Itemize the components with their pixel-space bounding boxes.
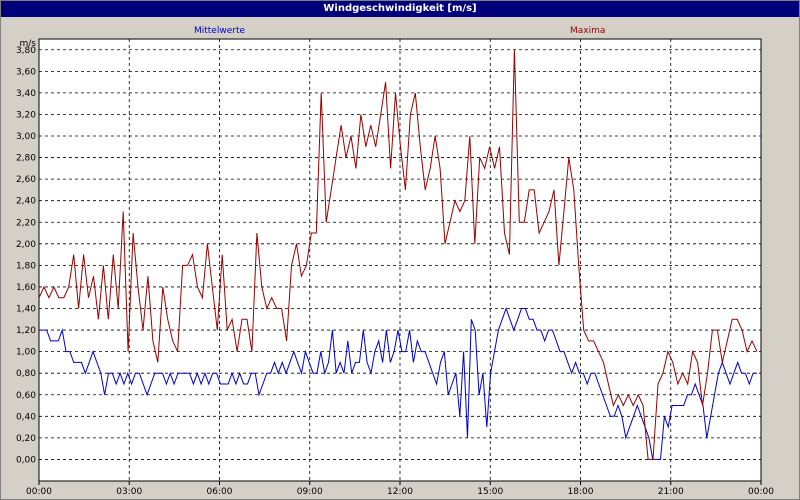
y-tick-label: 1,40 [16,305,36,315]
series-legend-label: Mittelwerte [194,26,245,36]
x-tick-time: 21:00 [658,487,684,497]
y-tick-label: 2,60 [16,175,36,185]
y-tick-label: 0,00 [16,455,36,465]
y-tick-label: 1,20 [16,326,36,336]
y-tick-label: 3,80 [16,46,36,56]
wind-speed-chart: 0,00 0,20 0,40 0,60 0,80 1,00 1,20 1,40 1,60 1,80… [16,26,774,497]
y-tick-label: 2,80 [16,154,36,164]
series-line-maxima [38,49,758,460]
x-tick-time: 00:00 [748,487,774,497]
x-tick-time: 15:00 [477,487,503,497]
y-tick-label: 0,80 [16,369,36,379]
y-tick-label: 1,00 [16,348,36,358]
y-tick-label: 0,60 [16,391,36,401]
x-tick-time: 00:00 [26,487,52,497]
y-tick-label: 2,00 [16,240,36,250]
y-tick-label: 1,80 [16,261,36,271]
y-tick-label: 2,20 [16,218,36,228]
x-tick-time: 09:00 [297,487,323,497]
x-tick-time: 18:00 [568,487,594,497]
x-tick-time: 06:00 [207,487,233,497]
x-tick-time: 03:00 [116,487,142,497]
y-tick-label: 0,40 [16,412,36,422]
y-tick-label: 3,60 [16,67,36,77]
window-title: Windgeschwindigkeit [m/s] [1,1,799,17]
y-tick-label: 3,00 [16,132,36,142]
y-tick-label: 0,20 [16,434,36,444]
series-legend-label: Maxima [570,26,605,36]
series-line-mittelwerte [39,307,757,460]
y-tick-label: 1,60 [16,283,36,293]
y-unit-label: m/s [20,39,37,49]
y-tick-label: 3,20 [16,110,36,120]
x-tick-time: 12:00 [387,487,413,497]
y-tick-label: 3,40 [16,89,36,99]
y-tick-label: 2,40 [16,197,36,207]
